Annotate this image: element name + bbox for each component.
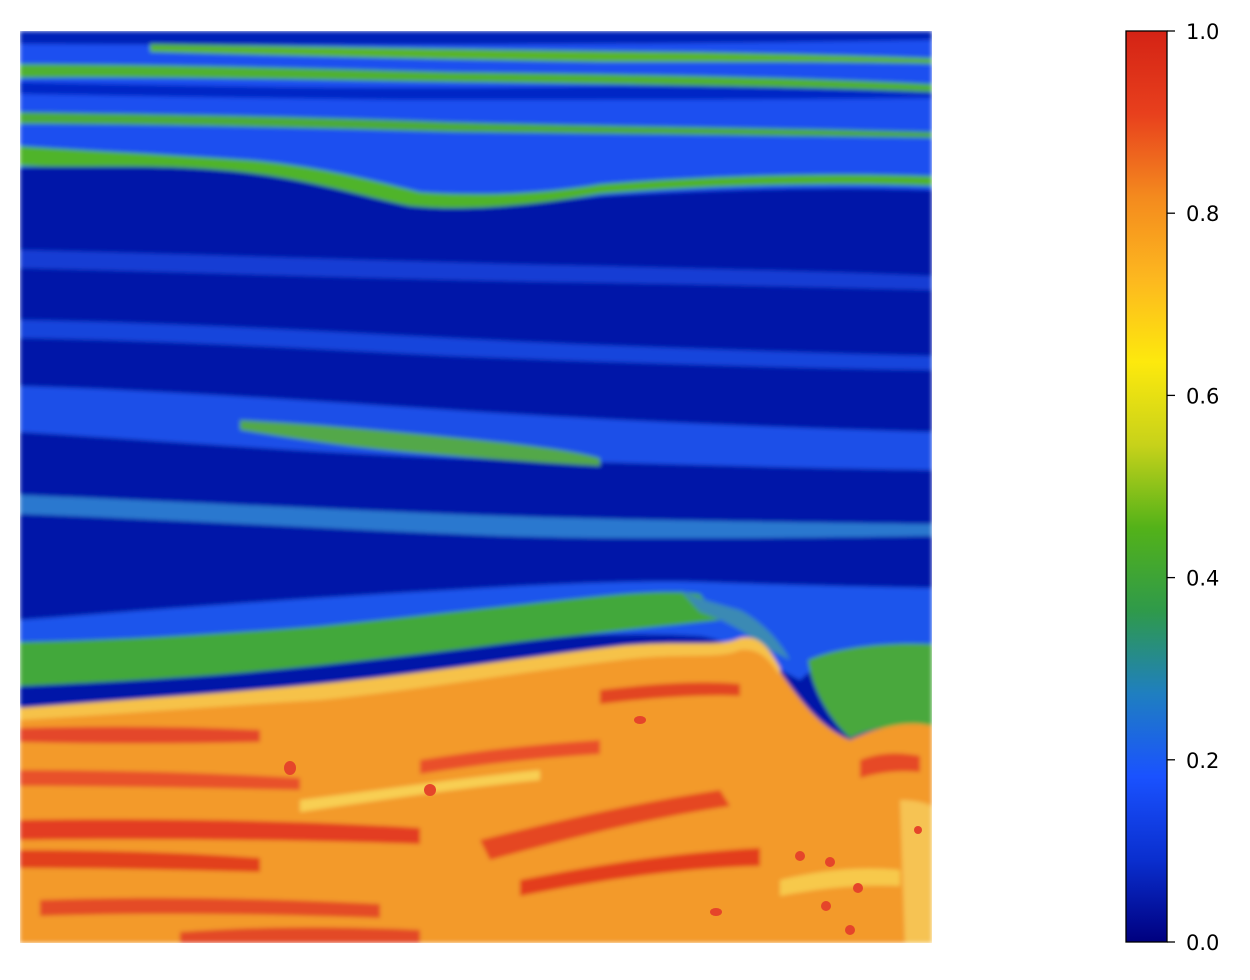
green-layer-2 [150,44,932,64]
red-lens-7 [40,897,380,918]
speckle [795,851,805,861]
red-lens-4 [20,850,260,872]
speckle [853,883,863,893]
colorbar-tick-label: 1.0 [1186,20,1219,44]
mid-cyan-band [20,495,932,539]
colorbar-gradient [1126,31,1167,942]
heatmap-field [20,31,932,943]
colorbar-tick-label: 0.2 [1186,749,1219,773]
red-lens-10 [180,927,420,943]
green-layer-3 [20,112,932,138]
upper-dark-stripe-2 [20,82,932,100]
colorbar-ticks: 0.0 0.2 0.4 0.6 0.8 1.0 [1167,20,1219,955]
speckle [710,908,722,916]
red-lens-2 [20,770,300,790]
colorbar-tick-label: 0.6 [1186,384,1219,408]
red-lens-11 [860,753,920,778]
mid-blue-streak-2 [20,320,932,370]
yellow-streak-1 [300,770,540,812]
green-layer-1 [20,64,932,92]
mid-blue-band [20,386,932,470]
yellow-streak-2 [780,868,900,896]
colorbar-frame [1125,30,1168,943]
speckle [284,761,296,775]
yellow-right-edge [900,800,932,943]
green-boundary-layer [20,591,720,686]
speckle [845,925,855,935]
red-lens-8 [420,740,600,774]
mid-green-streak [240,420,600,466]
speckle [821,901,831,911]
boundary-cyan-fringe [680,590,790,660]
upper-top-dark-stripe [20,31,932,45]
red-lens-3 [20,819,420,844]
orange-yellow-rim [20,637,780,720]
speckle [424,784,436,796]
green-patch-right [808,643,932,738]
red-lens-1 [20,726,260,744]
red-speckles [284,716,922,935]
colorbar-tick-label: 0.8 [1186,202,1219,226]
green-layer-4 [20,146,932,209]
colorbar: 0.0 0.2 0.4 0.6 0.8 1.0 [1125,20,1219,955]
red-lens-5 [480,790,730,860]
speckle [825,857,835,867]
red-lens-6 [520,848,760,896]
speckle [914,826,922,834]
speckle [634,716,646,724]
red-lens-9 [600,682,740,704]
colorbar-tick-label: 0.4 [1186,567,1219,591]
colorbar-tick-label: 0.0 [1186,931,1219,955]
mid-blue-streak-1 [20,250,932,290]
heatmap-image [20,31,932,943]
